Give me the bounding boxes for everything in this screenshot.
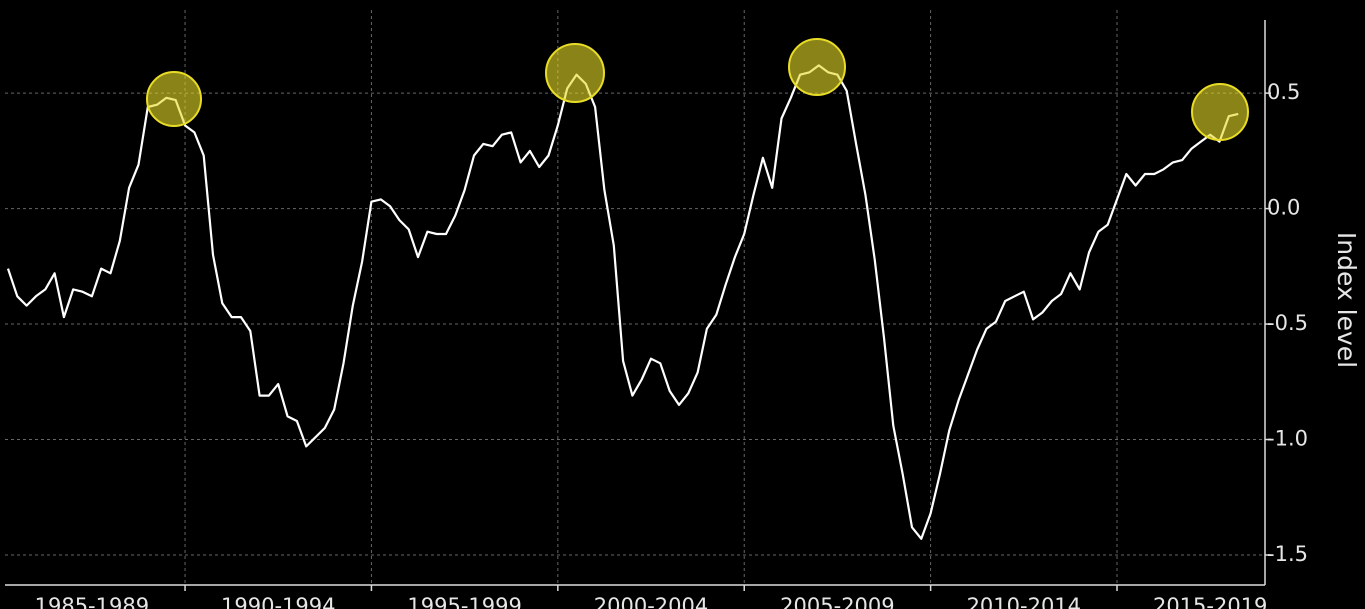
x-tick-label: 1985-1989 xyxy=(35,594,149,609)
y-tick-label: 0.5 xyxy=(1267,80,1300,104)
y-tick-label: -1.0 xyxy=(1267,427,1308,451)
highlight-circle xyxy=(545,43,605,103)
y-tick-label: -1.5 xyxy=(1267,542,1308,566)
x-tick-label: 2010-2014 xyxy=(967,594,1081,609)
x-tick-label: 1995-1999 xyxy=(407,594,521,609)
highlights xyxy=(146,38,1249,141)
y-tick-label: 0.0 xyxy=(1267,196,1300,220)
highlight-circle xyxy=(146,71,202,127)
data-line xyxy=(6,64,1239,540)
highlight-circle xyxy=(1191,83,1249,141)
y-tick-label: -0.5 xyxy=(1267,311,1308,335)
x-tick-label: 2000-2004 xyxy=(594,594,708,609)
y-axis-label: Index level xyxy=(1332,232,1361,368)
x-tick-label: 2005-2009 xyxy=(780,594,894,609)
highlight-circle xyxy=(788,38,846,96)
x-tick-label: 2015-2019 xyxy=(1153,594,1267,609)
grid xyxy=(5,10,1265,585)
series xyxy=(6,64,1239,540)
axes: 0.5 0.0 -0.5 -1.0 -1.5 1985-1989 1990-1994 1995… xyxy=(5,20,1308,609)
x-tick-label: 1990-1994 xyxy=(221,594,335,609)
